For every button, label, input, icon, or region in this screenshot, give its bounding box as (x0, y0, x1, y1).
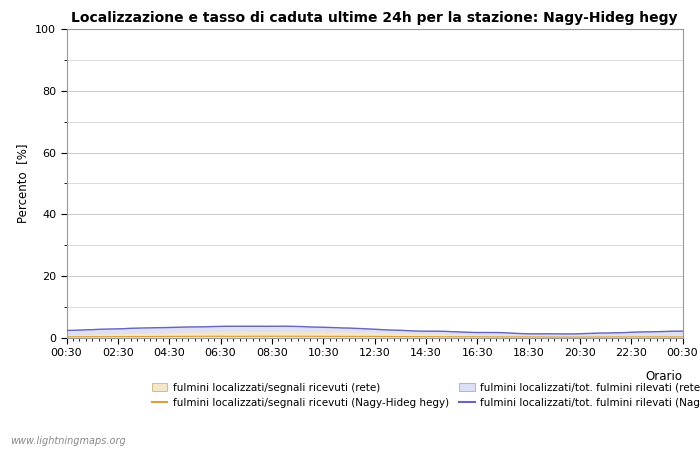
Title: Localizzazione e tasso di caduta ultime 24h per la stazione: Nagy-Hideg hegy: Localizzazione e tasso di caduta ultime … (71, 11, 678, 25)
Text: Orario: Orario (645, 370, 682, 383)
Y-axis label: Percento  [%]: Percento [%] (17, 144, 29, 223)
Text: www.lightningmaps.org: www.lightningmaps.org (10, 436, 126, 446)
Legend: fulmini localizzati/segnali ricevuti (rete), fulmini localizzati/segnali ricevut: fulmini localizzati/segnali ricevuti (re… (152, 383, 700, 408)
